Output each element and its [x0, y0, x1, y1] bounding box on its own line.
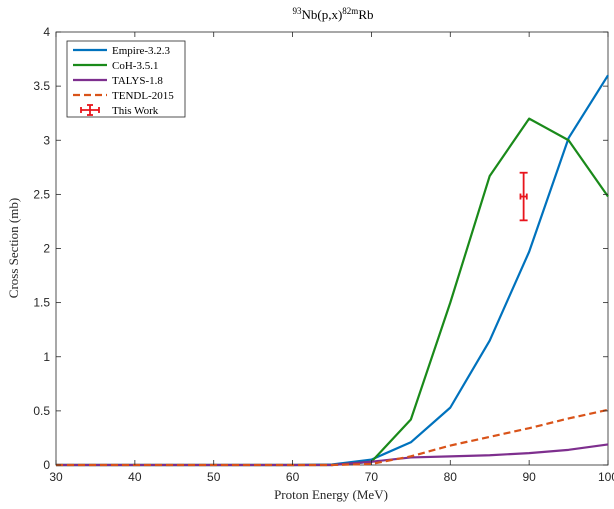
legend-entry-label: CoH-3.5.1 [112, 60, 158, 72]
x-tick-label: 80 [444, 470, 458, 484]
chart-title: 93Nb(p,x)82mRb [293, 6, 374, 22]
x-tick-label: 70 [365, 470, 379, 484]
series-layer [56, 74, 609, 467]
legend: Empire-3.2.3 CoH-3.5.1 TALYS-1.8 TENDL-2015… [66, 40, 186, 118]
title-isomer-mass: 82m [342, 6, 358, 16]
y-tick-label: 1 [43, 350, 50, 364]
series-line-tendl-2015 [56, 408, 609, 467]
y-tick-label: 0 [43, 458, 50, 472]
legend-entry-label: This Work [112, 105, 159, 117]
series-line-coh-3-5-1 [56, 117, 609, 467]
y-tick-label: 3.5 [33, 79, 50, 93]
measurement-layer [519, 171, 528, 222]
series-line-talys-1-8 [56, 443, 609, 467]
series-line-empire-3-2-3 [56, 74, 609, 467]
x-axis: 30 40 50 60 70 80 90 100 [49, 32, 614, 484]
title-mass-number: 93 [293, 6, 303, 16]
y-tick-label: 4 [43, 25, 50, 39]
legend-entry-label: Empire-3.2.3 [112, 45, 171, 57]
x-tick-label: 40 [128, 470, 142, 484]
legend-entry-label: TALYS-1.8 [112, 75, 163, 87]
y-tick-label: 0.5 [33, 404, 50, 418]
y-tick-label: 2.5 [33, 187, 50, 201]
x-tick-label: 90 [522, 470, 536, 484]
y-tick-label: 3 [43, 133, 50, 147]
x-tick-label: 60 [286, 470, 300, 484]
x-tick-label: 50 [207, 470, 221, 484]
x-tick-label: 30 [49, 470, 63, 484]
y-tick-label: 1.5 [33, 296, 50, 310]
y-axis: 0 0.5 1 1.5 2 2.5 3 3.5 4 [33, 25, 608, 472]
legend-entry-label: TENDL-2015 [112, 90, 174, 102]
plot-area [55, 31, 609, 467]
x-tick-label: 100 [598, 470, 614, 484]
x-axis-label: Proton Energy (MeV) [274, 487, 388, 502]
y-axis-label: Cross Section (mb) [6, 198, 21, 298]
title-product: Rb [358, 7, 373, 22]
title-reaction: Nb(p,x) [302, 7, 343, 22]
y-tick-label: 2 [43, 242, 50, 256]
